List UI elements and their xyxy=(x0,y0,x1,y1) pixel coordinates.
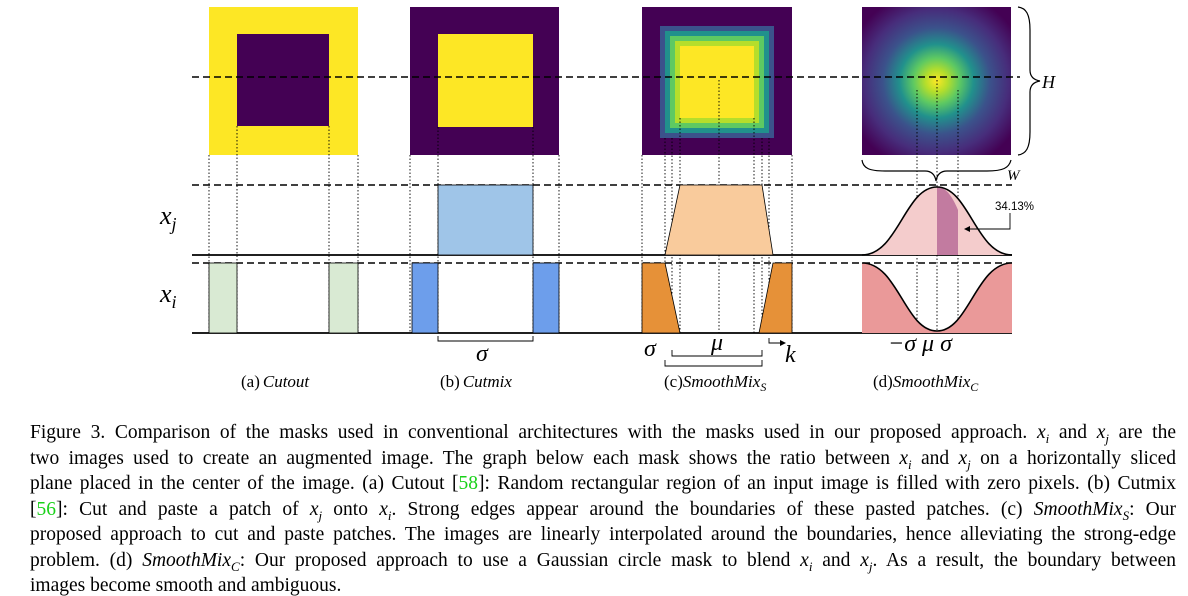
panel-label-b: (b) Cutmix xyxy=(440,372,512,391)
panel-label-a: (a) Cutout xyxy=(241,372,310,391)
k-arrowhead xyxy=(780,340,786,346)
height-brace xyxy=(1017,6,1041,156)
percent-arrowhead xyxy=(964,226,970,232)
caption-text: and xyxy=(911,447,959,469)
caption-line: two images used to create an augmented i… xyxy=(30,446,1176,472)
citation-link[interactable]: 58 xyxy=(458,473,479,494)
cutmix-sigma-label: σ xyxy=(476,341,489,367)
math-symbol: S xyxy=(1122,507,1130,523)
math-symbol: C xyxy=(231,558,240,574)
mask-smoothmix-s xyxy=(642,7,792,155)
caption-text: . As a result, the boundary between xyxy=(872,549,1176,571)
math-symbol: j xyxy=(318,507,323,523)
math-symbol: i xyxy=(808,558,813,574)
math-symbol: x xyxy=(899,447,909,469)
math-symbol: x xyxy=(1036,422,1046,443)
figure-caption: Figure 3. Comparison of the masks used i… xyxy=(30,420,1176,596)
caption-text: and xyxy=(1049,422,1097,443)
caption-text: images become smooth and ambiguous. xyxy=(30,575,342,596)
smoothmix-s-xi-left xyxy=(641,262,681,334)
smoothmix-s-xi-right xyxy=(758,262,793,334)
mask-smoothmix-c xyxy=(862,7,1011,155)
citation-link[interactable]: 56 xyxy=(36,498,57,520)
cutmix-xi-bar-left xyxy=(411,262,439,334)
cutout-xi-bar-right xyxy=(328,262,359,334)
cutout-xi-bar-left xyxy=(208,262,238,334)
math-symbol: i xyxy=(387,507,392,523)
math-symbol: x xyxy=(860,549,869,571)
math-symbol: x xyxy=(958,447,968,469)
mask-cutmix xyxy=(410,7,559,155)
caption-text: . Strong edges appear around the boundar… xyxy=(391,498,1034,520)
figure-3: H W 34.13% xj xyxy=(159,6,1056,394)
math-symbol: x xyxy=(800,549,809,571)
gaussian-xi-outline xyxy=(861,262,1013,332)
caption-line: problem. (d) SmoothMixC: Our proposed ap… xyxy=(30,548,1176,574)
caption-line: plane placed in the center of the image.… xyxy=(30,471,1176,497)
row-label-xi: xi xyxy=(159,279,177,312)
caption-text: problem. (d) xyxy=(30,549,143,571)
caption-text: Figure 3. Comparison of the masks used i… xyxy=(30,422,1037,443)
caption-line: [56]: Cut and paste a patch of xj onto x… xyxy=(30,497,1176,523)
height-label: H xyxy=(1041,72,1056,92)
cutmix-sigma-bracket xyxy=(437,336,534,342)
math-symbol: j xyxy=(1105,430,1110,446)
caption-text: and xyxy=(812,549,861,571)
gaussian-axis-labels: −σ μ σ xyxy=(888,331,953,357)
math-symbol: x xyxy=(309,498,319,520)
panel-label-d: (d)SmoothMixC xyxy=(873,372,979,394)
caption-text: on a horizontally sliced xyxy=(970,447,1176,469)
percent-leader xyxy=(968,213,1011,230)
caption-line: Figure 3. Comparison of the masks used i… xyxy=(30,420,1176,446)
smoothmix-s-xj-trapezoid xyxy=(664,184,774,256)
k-label: k xyxy=(785,342,796,368)
math-symbol: j xyxy=(868,558,873,574)
gaussian-xi-curve xyxy=(862,263,1012,333)
cutmix-xj-bar xyxy=(437,184,534,256)
panel-labels: (a) Cutout (b) Cutmix (c)SmoothMixS (d)Smo… xyxy=(241,372,979,394)
gaussian-xj-sigma-band xyxy=(937,187,958,255)
width-brace xyxy=(861,159,1012,182)
caption-text: are the xyxy=(1109,422,1176,443)
caption-text: proposed approach to cut and paste patch… xyxy=(30,524,1176,545)
caption-text: two images used to create an augmented i… xyxy=(30,447,900,469)
caption-text: ]: Cut and paste a patch of xyxy=(56,498,310,520)
math-symbol: x xyxy=(1096,422,1106,443)
width-label: W xyxy=(1007,168,1021,184)
caption-line: images become smooth and ambiguous. xyxy=(30,573,1176,596)
caption-text: onto xyxy=(322,498,380,520)
k-bracket xyxy=(768,338,782,344)
math-symbol: x xyxy=(379,498,388,520)
smoothmix-s-sigma-label: σ xyxy=(644,336,657,362)
smoothmix-s-mu-label: μ xyxy=(710,330,723,356)
smoothmix-s-sigma-bracket xyxy=(664,360,763,367)
row-label-xj: xj xyxy=(159,201,177,234)
caption-line: proposed approach to cut and paste patch… xyxy=(30,522,1176,548)
math-symbol: i xyxy=(908,456,912,472)
caption-text: plane placed in the center of the image.… xyxy=(30,473,459,494)
caption-text: ]: Random rectangular region of an input… xyxy=(478,473,1176,494)
caption-text: : Our xyxy=(1129,498,1177,520)
panel-label-c: (c)SmoothMixS xyxy=(664,372,766,394)
smoothmix-s-mu-bracket xyxy=(671,350,763,357)
percent-label: 34.13% xyxy=(995,201,1034,213)
math-symbol: i xyxy=(1045,430,1050,446)
cutmix-xi-bar-right xyxy=(532,262,560,334)
math-symbol: SmoothMix xyxy=(1033,498,1123,520)
mask-cutout xyxy=(209,7,358,155)
caption-text: [ xyxy=(30,498,37,520)
math-symbol: SmoothMix xyxy=(142,549,232,571)
caption-text: : Our proposed approach to use a Gaussia… xyxy=(239,549,801,571)
math-symbol: j xyxy=(967,456,971,472)
gaussian-xj-outline xyxy=(861,186,1013,256)
